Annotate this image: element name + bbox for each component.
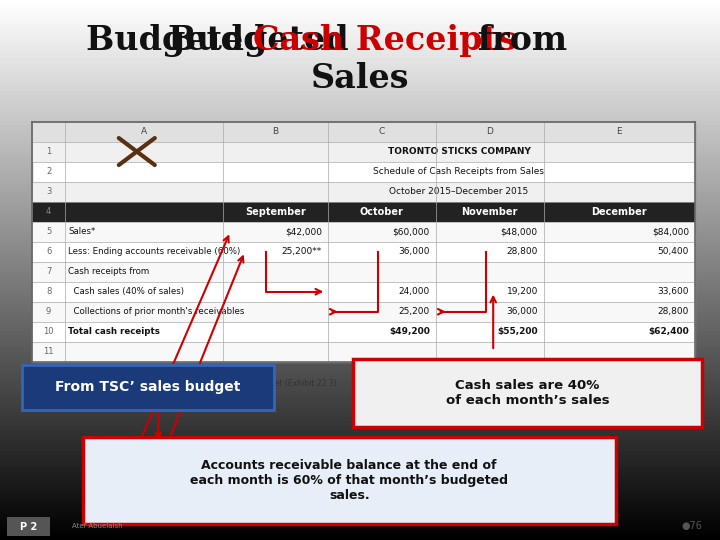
Text: Cash receipts from: Cash receipts from [68, 267, 150, 276]
Text: 36,000: 36,000 [398, 247, 430, 256]
FancyBboxPatch shape [32, 221, 695, 241]
Text: 33,600: 33,600 [657, 287, 689, 296]
FancyBboxPatch shape [32, 342, 695, 362]
Text: $49,200: $49,200 [389, 327, 430, 336]
Text: 7: 7 [46, 267, 51, 276]
FancyBboxPatch shape [32, 282, 695, 302]
Text: 28,800: 28,800 [657, 307, 689, 316]
Text: December: December [591, 207, 647, 217]
Text: 24,000: 24,000 [399, 287, 430, 296]
Text: Cash sales are 40%
of each month’s sales: Cash sales are 40% of each month’s sales [446, 379, 609, 407]
FancyBboxPatch shape [7, 517, 50, 536]
Text: Less: Ending accounts receivable (60%): Less: Ending accounts receivable (60%) [68, 247, 240, 256]
Text: 28,800: 28,800 [506, 247, 538, 256]
FancyBboxPatch shape [32, 181, 695, 201]
Text: A: A [141, 127, 147, 136]
Text: Cash Receipts: Cash Receipts [253, 24, 517, 57]
Text: November: November [462, 207, 518, 217]
Text: From TSC’ sales budget: From TSC’ sales budget [55, 381, 240, 394]
Text: Sales*: Sales* [68, 227, 96, 236]
FancyBboxPatch shape [32, 201, 695, 221]
Text: Budgeted: Budgeted [168, 24, 360, 57]
Text: Accounts receivable balance at the end of
each month is 60% of that month’s budg: Accounts receivable balance at the end o… [190, 459, 508, 502]
Text: 50,400: 50,400 [657, 247, 689, 256]
Text: 11: 11 [43, 347, 54, 356]
Text: 36,000: 36,000 [506, 307, 538, 316]
Text: October 2015–December 2015: October 2015–December 2015 [390, 187, 528, 196]
Text: 4: 4 [46, 207, 51, 216]
Text: 3: 3 [46, 187, 51, 196]
Text: *From Sales Budget (Exhibit 22.4): *From Sales Budget (Exhibit 22.4) [32, 369, 162, 378]
Text: from: from [466, 24, 567, 57]
Text: 8: 8 [46, 287, 51, 296]
Text: TORONTO STICKS COMPANY: TORONTO STICKS COMPANY [387, 147, 531, 156]
Text: 6: 6 [46, 247, 51, 256]
Text: 2: 2 [46, 167, 51, 176]
Text: 5: 5 [46, 227, 51, 236]
FancyBboxPatch shape [353, 359, 702, 427]
Text: $60,000: $60,000 [392, 227, 430, 236]
FancyBboxPatch shape [32, 262, 695, 282]
Text: C: C [379, 127, 384, 136]
Text: Total cash receipts: Total cash receipts [68, 327, 161, 336]
Text: E: E [616, 127, 622, 136]
Text: Atef Abuelaish: Atef Abuelaish [72, 523, 122, 530]
FancyBboxPatch shape [83, 437, 616, 524]
Text: $84,000: $84,000 [652, 227, 689, 236]
Text: **Accounts receivable balance from September 30 balance sheet (Exhibit 22.3): **Accounts receivable balance from Septe… [32, 379, 337, 388]
Text: 10: 10 [43, 327, 54, 336]
Text: Schedule of Cash Receipts from Sales: Schedule of Cash Receipts from Sales [374, 167, 544, 176]
Text: 25,200**: 25,200** [282, 247, 322, 256]
FancyBboxPatch shape [22, 364, 274, 410]
FancyBboxPatch shape [32, 241, 695, 262]
Text: $42,000: $42,000 [285, 227, 322, 236]
Text: D: D [486, 127, 493, 136]
Text: $62,400: $62,400 [648, 327, 689, 336]
Text: Cash sales (40% of sales): Cash sales (40% of sales) [68, 287, 184, 296]
FancyBboxPatch shape [32, 141, 695, 161]
Text: $55,200: $55,200 [498, 327, 538, 336]
Text: September: September [245, 207, 306, 217]
Text: 19,200: 19,200 [506, 287, 538, 296]
FancyBboxPatch shape [32, 122, 695, 141]
Text: B: B [272, 127, 279, 136]
Text: 25,200: 25,200 [399, 307, 430, 316]
Text: October: October [360, 207, 403, 217]
Text: 9: 9 [46, 307, 51, 316]
Text: $48,000: $48,000 [500, 227, 538, 236]
FancyBboxPatch shape [32, 302, 695, 322]
Text: Budgeted: Budgeted [86, 24, 279, 57]
Text: Sales: Sales [311, 62, 409, 95]
Text: Collections of prior month's receivables: Collections of prior month's receivables [68, 307, 245, 316]
FancyBboxPatch shape [32, 122, 695, 362]
FancyBboxPatch shape [32, 322, 695, 342]
Text: 1: 1 [46, 147, 51, 156]
Text: P 2: P 2 [20, 522, 37, 531]
Text: ●76: ●76 [681, 522, 702, 531]
